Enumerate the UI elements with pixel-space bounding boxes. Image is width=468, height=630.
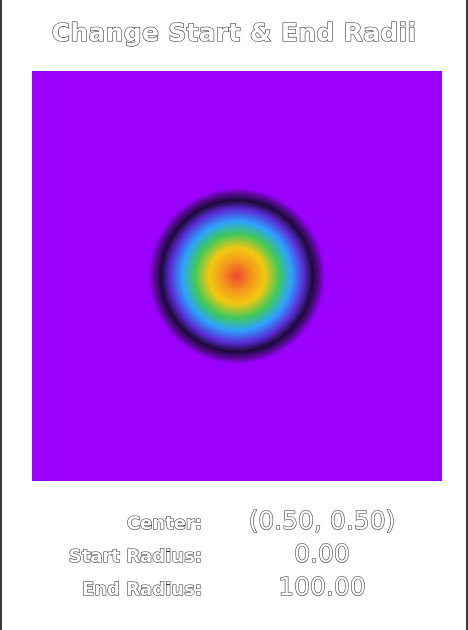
end-radius-value: 100.00: [278, 571, 367, 601]
gradient-circle: [149, 188, 325, 364]
center-value: (0.50, 0.50): [248, 505, 396, 535]
end-radius-label: End Radius:: [81, 578, 202, 600]
page-title: Change Start & End Radii: [51, 17, 417, 47]
radial-gradient-canvas[interactable]: [32, 71, 442, 481]
start-radius-row: Start Radius: 0.00: [2, 538, 466, 573]
center-row: Center: (0.50, 0.50): [2, 505, 466, 540]
gradient-svg: [32, 71, 442, 481]
end-radius-row: End Radius: 100.00: [2, 571, 466, 606]
start-radius-label: Start Radius:: [68, 545, 202, 567]
start-radius-value: 0.00: [294, 538, 351, 568]
center-label: Center:: [126, 512, 202, 534]
parameter-panel: Center: (0.50, 0.50) Start Radius: 0.00 …: [2, 505, 466, 608]
